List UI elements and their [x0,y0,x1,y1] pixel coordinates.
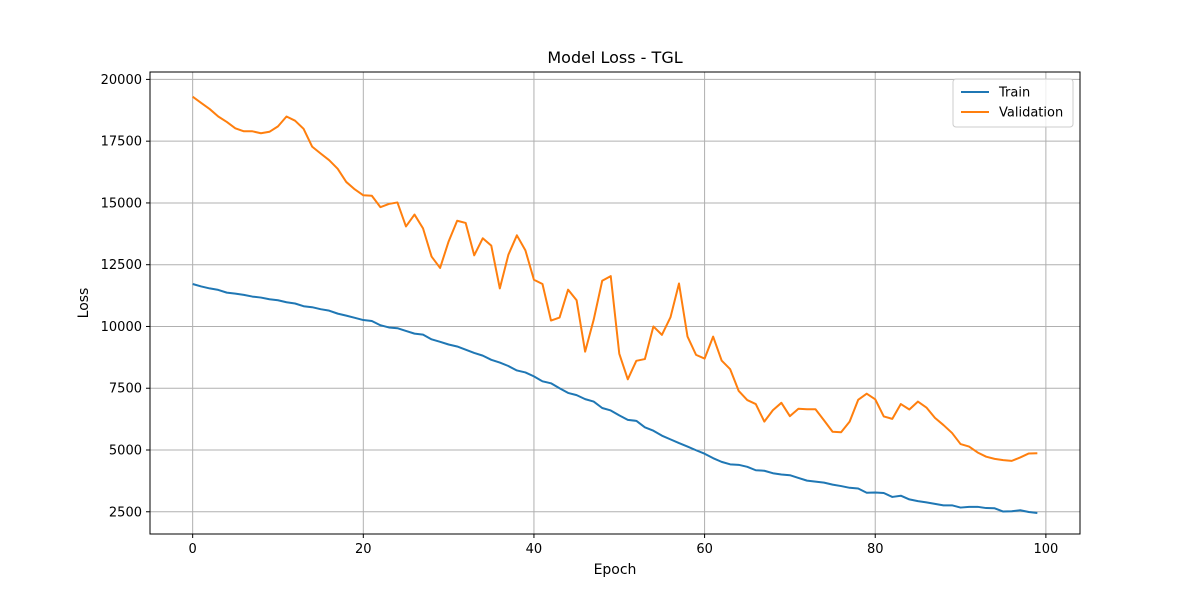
x-tick-label: 20 [355,542,372,557]
grid [150,72,1080,534]
legend-label-validation: Validation [999,106,1063,121]
series-lines [192,95,1038,514]
legend: Train Validation [952,78,1074,128]
x-axis-label: Epoch [594,562,637,578]
series-line-train [192,283,1038,514]
series-line-validation [192,95,1038,462]
x-tick-label: 40 [526,542,543,557]
y-tick-label: 12500 [101,258,142,273]
axis-ticks: 0 20 40 60 80 100 2500 5000 7500 10000 12500 15000 1… [101,73,1059,557]
y-tick-label: 15000 [101,196,142,211]
y-tick-label: 5000 [109,444,142,459]
x-tick-label: 0 [189,542,197,557]
x-tick-label: 100 [1033,542,1058,557]
y-tick-label: 7500 [109,382,142,397]
y-tick-label: 20000 [101,73,142,88]
y-axis-label: Loss [76,288,92,319]
y-tick-label: 17500 [101,135,142,150]
legend-label-train: Train [998,86,1030,101]
plot-frame [149,71,1081,535]
y-tick-label: 2500 [109,505,142,520]
chart-title: Model Loss - TGL [547,48,682,67]
x-tick-label: 80 [867,542,884,557]
x-tick-label: 60 [696,542,713,557]
y-tick-label: 10000 [101,320,142,335]
